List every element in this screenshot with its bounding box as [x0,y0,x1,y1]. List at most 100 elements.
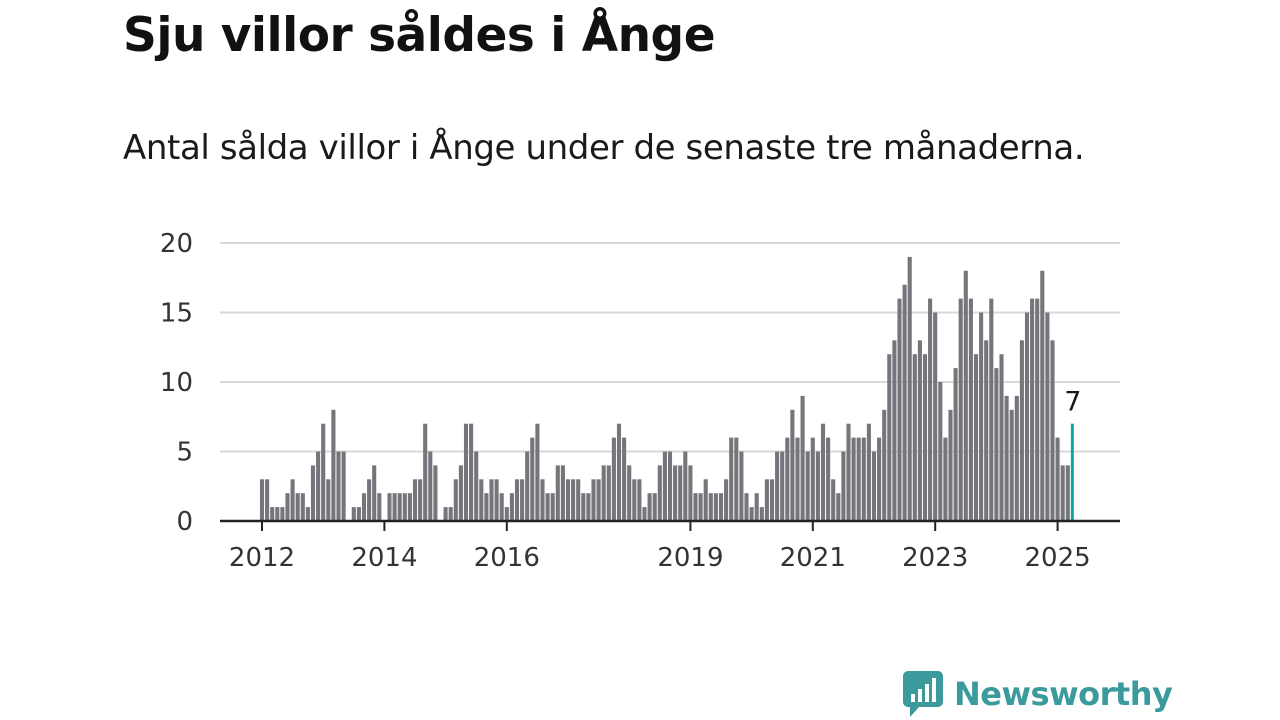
bar [657,465,662,521]
bar [361,493,367,521]
x-tick-label: 2025 [1025,543,1091,573]
y-tick-label: 5 [176,438,193,468]
bar [443,507,448,521]
bar [973,354,979,521]
bar [790,409,795,521]
bar [1019,340,1024,521]
bar [1050,340,1055,521]
bar [397,493,402,521]
bar [780,451,785,521]
bar [270,507,275,521]
bar [984,340,989,521]
bar [448,507,453,521]
bar [474,451,479,521]
bar [744,493,749,521]
bar [418,479,423,521]
bar [499,493,504,521]
chart-subtitle: Antal sålda villor i Ånge under de senas… [123,128,1085,168]
bar-chart: 0 5 10 15 20 2012 2014 2016 2019 2021 2023 2025 7 [160,229,1120,573]
bar [795,437,800,521]
bar [642,507,647,521]
bar [846,423,851,521]
bar [785,437,790,521]
bar [555,465,560,521]
bar [622,437,627,521]
bar [1040,270,1045,521]
bar [866,423,871,521]
bar [275,507,280,521]
bar [769,479,775,521]
bar [1014,395,1019,521]
bar [280,507,285,521]
bar [310,465,316,521]
bar [764,479,769,521]
bar [387,493,392,521]
bar [331,409,336,521]
bar [591,479,596,521]
bar [321,423,326,521]
bar [754,493,759,521]
bar [525,451,530,521]
bar [372,465,377,521]
bar [1045,312,1050,521]
bar [989,298,994,521]
bar [775,451,780,521]
bar [734,437,739,521]
bar [708,493,713,521]
bar [826,437,831,521]
bar [810,437,815,521]
y-tick-label: 15 [160,299,193,329]
bar [433,465,438,521]
bar [586,493,591,521]
bar [290,479,295,521]
bar [540,479,545,521]
bar [300,493,305,521]
bar [469,423,474,521]
bar [739,451,744,521]
bar [611,437,616,521]
bar [504,507,509,521]
bar [316,451,321,521]
bar [698,493,703,521]
x-tick-label: 2019 [657,543,723,573]
bar [356,507,361,521]
bar [805,451,810,521]
y-tick-label: 20 [160,229,193,259]
bar [1060,465,1065,521]
bar [453,479,458,521]
bar [933,312,938,521]
bar [856,437,861,521]
bar [718,493,724,521]
bar [759,507,764,521]
bar [968,298,973,521]
bar [851,437,856,521]
bar [928,298,933,521]
bar [994,368,999,521]
bar [688,465,693,521]
bar [938,382,943,521]
x-tick-label: 2014 [351,543,417,573]
bar [545,493,550,521]
bar [407,493,412,521]
axes [220,519,1120,531]
x-tick-label: 2012 [229,543,295,573]
x-tick-label: 2021 [780,543,846,573]
bar [576,479,581,521]
bar [265,479,270,521]
bar [601,465,606,521]
bar [836,493,841,521]
bar [285,493,290,521]
bar [922,354,928,521]
tick-labels: 0 5 10 15 20 2012 2014 2016 2019 2021 2023 2025 7 [160,229,1091,573]
bar [489,479,494,521]
bar [458,465,463,521]
bar [632,479,637,521]
bar [1024,312,1030,521]
bar [484,493,489,521]
bar [693,493,698,521]
bar [616,423,622,521]
bar [581,493,586,521]
bar [953,368,958,521]
bar [948,409,953,521]
bar [326,479,331,521]
